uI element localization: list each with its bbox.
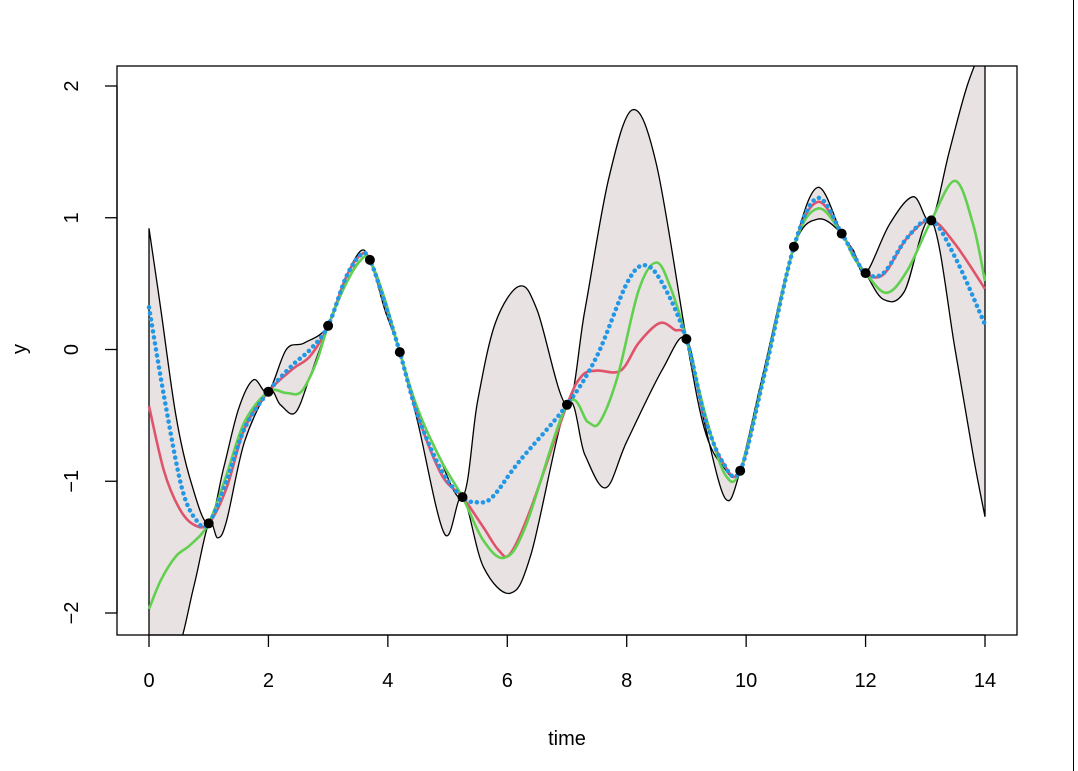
- x-tick-label: 6: [502, 670, 513, 692]
- observation-point: [836, 228, 847, 239]
- x-tick-label: 8: [621, 670, 632, 692]
- y-tick-label: −1: [61, 470, 83, 493]
- observation-point: [203, 518, 214, 529]
- plot-area: [146, 66, 988, 635]
- plot-frame: [116, 65, 1018, 636]
- window-edge: [1073, 0, 1074, 771]
- observation-point: [860, 268, 871, 279]
- y-tick-label: 2: [61, 80, 83, 91]
- y-tick-label: 0: [61, 344, 83, 355]
- y-axis-title: y: [9, 344, 31, 354]
- x-tick-label: 10: [735, 670, 757, 692]
- observation-point: [263, 386, 274, 397]
- observation-points: [203, 215, 937, 529]
- x-tick-label: 0: [143, 670, 154, 692]
- observation-point: [562, 399, 572, 410]
- observation-point: [788, 241, 799, 252]
- series-line-3: [146, 195, 988, 530]
- x-axis-title: time: [548, 728, 586, 750]
- confidence-band: [148, 66, 986, 635]
- x-tick-label: 12: [854, 670, 876, 692]
- observation-point: [323, 320, 334, 331]
- observation-point: [926, 215, 937, 226]
- y-tick-label: 1: [61, 212, 83, 223]
- x-tick-label: 2: [263, 670, 274, 692]
- y-axis: −2 −1 0 1 2: [61, 80, 118, 625]
- x-tick-label: 14: [974, 670, 996, 692]
- observation-point: [394, 347, 405, 358]
- x-axis: 0 2 4 6 8 10 12 14: [143, 634, 996, 692]
- x-tick-label: 4: [382, 670, 393, 692]
- observation-point: [364, 254, 375, 265]
- observation-point: [681, 334, 692, 344]
- observation-point: [457, 492, 468, 503]
- y-tick-label: −2: [61, 602, 83, 625]
- observation-point: [735, 465, 746, 476]
